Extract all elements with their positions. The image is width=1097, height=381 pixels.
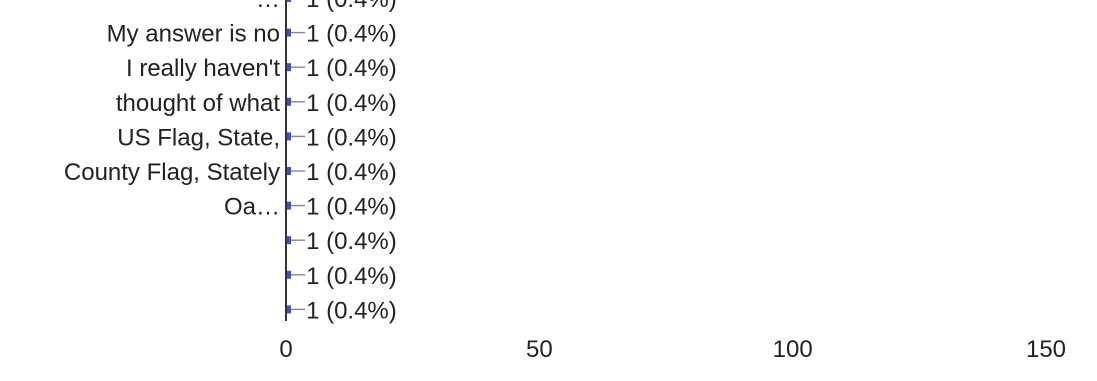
x-tick-label: 100 xyxy=(773,336,813,363)
data-label: 1 (0.4%) xyxy=(306,228,397,255)
data-label: 1 (0.4%) xyxy=(306,21,397,48)
data-label: 1 (0.4%) xyxy=(306,297,397,324)
category-label: My answer is no xyxy=(107,21,280,48)
x-tick-label: 150 xyxy=(1026,336,1066,363)
x-tick-label: 50 xyxy=(526,336,553,363)
category-label: … xyxy=(256,0,280,13)
data-label: 1 (0.4%) xyxy=(306,159,397,186)
bar xyxy=(286,270,292,279)
bar xyxy=(286,0,292,2)
bar xyxy=(286,132,292,141)
bar xyxy=(286,305,292,314)
data-label: 1 (0.4%) xyxy=(306,0,397,13)
bar xyxy=(286,201,292,210)
x-tick-label: 0 xyxy=(279,336,292,363)
data-label: 1 (0.4%) xyxy=(306,124,397,151)
category-label: thought of what xyxy=(116,90,280,117)
category-label: County Flag, Stately xyxy=(64,159,280,186)
category-label: US Flag, State, xyxy=(117,124,280,151)
category-label: Oa… xyxy=(224,194,280,221)
category-label: I really haven't xyxy=(126,55,280,82)
bar xyxy=(286,236,292,245)
bar xyxy=(286,28,292,37)
data-label: 1 (0.4%) xyxy=(306,194,397,221)
data-label: 1 (0.4%) xyxy=(306,263,397,290)
bar xyxy=(286,97,292,106)
bar xyxy=(286,167,292,175)
data-label: 1 (0.4%) xyxy=(306,55,397,82)
bar xyxy=(286,63,292,72)
data-label: 1 (0.4%) xyxy=(306,90,397,117)
